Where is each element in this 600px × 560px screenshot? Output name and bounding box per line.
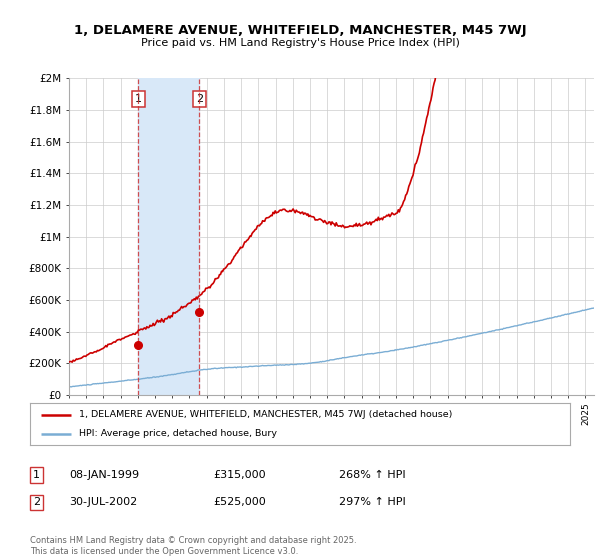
Text: 1, DELAMERE AVENUE, WHITEFIELD, MANCHESTER, M45 7WJ (detached house): 1, DELAMERE AVENUE, WHITEFIELD, MANCHEST…: [79, 410, 452, 419]
Text: Price paid vs. HM Land Registry's House Price Index (HPI): Price paid vs. HM Land Registry's House …: [140, 38, 460, 48]
Bar: [139, 78, 199, 395]
Text: £525,000: £525,000: [213, 497, 266, 507]
Text: 1: 1: [33, 470, 40, 480]
Text: Contains HM Land Registry data © Crown copyright and database right 2025.
This d: Contains HM Land Registry data © Crown c…: [30, 536, 356, 556]
Text: 2: 2: [33, 497, 40, 507]
Text: HPI: Average price, detached house, Bury: HPI: Average price, detached house, Bury: [79, 430, 277, 438]
Text: 30-JUL-2002: 30-JUL-2002: [69, 497, 137, 507]
Text: 297% ↑ HPI: 297% ↑ HPI: [339, 497, 406, 507]
Text: £315,000: £315,000: [213, 470, 266, 480]
Text: 1, DELAMERE AVENUE, WHITEFIELD, MANCHESTER, M45 7WJ: 1, DELAMERE AVENUE, WHITEFIELD, MANCHEST…: [74, 24, 526, 36]
Text: 268% ↑ HPI: 268% ↑ HPI: [339, 470, 406, 480]
Text: 08-JAN-1999: 08-JAN-1999: [69, 470, 139, 480]
Text: 2: 2: [196, 94, 203, 104]
Text: 1: 1: [135, 94, 142, 104]
